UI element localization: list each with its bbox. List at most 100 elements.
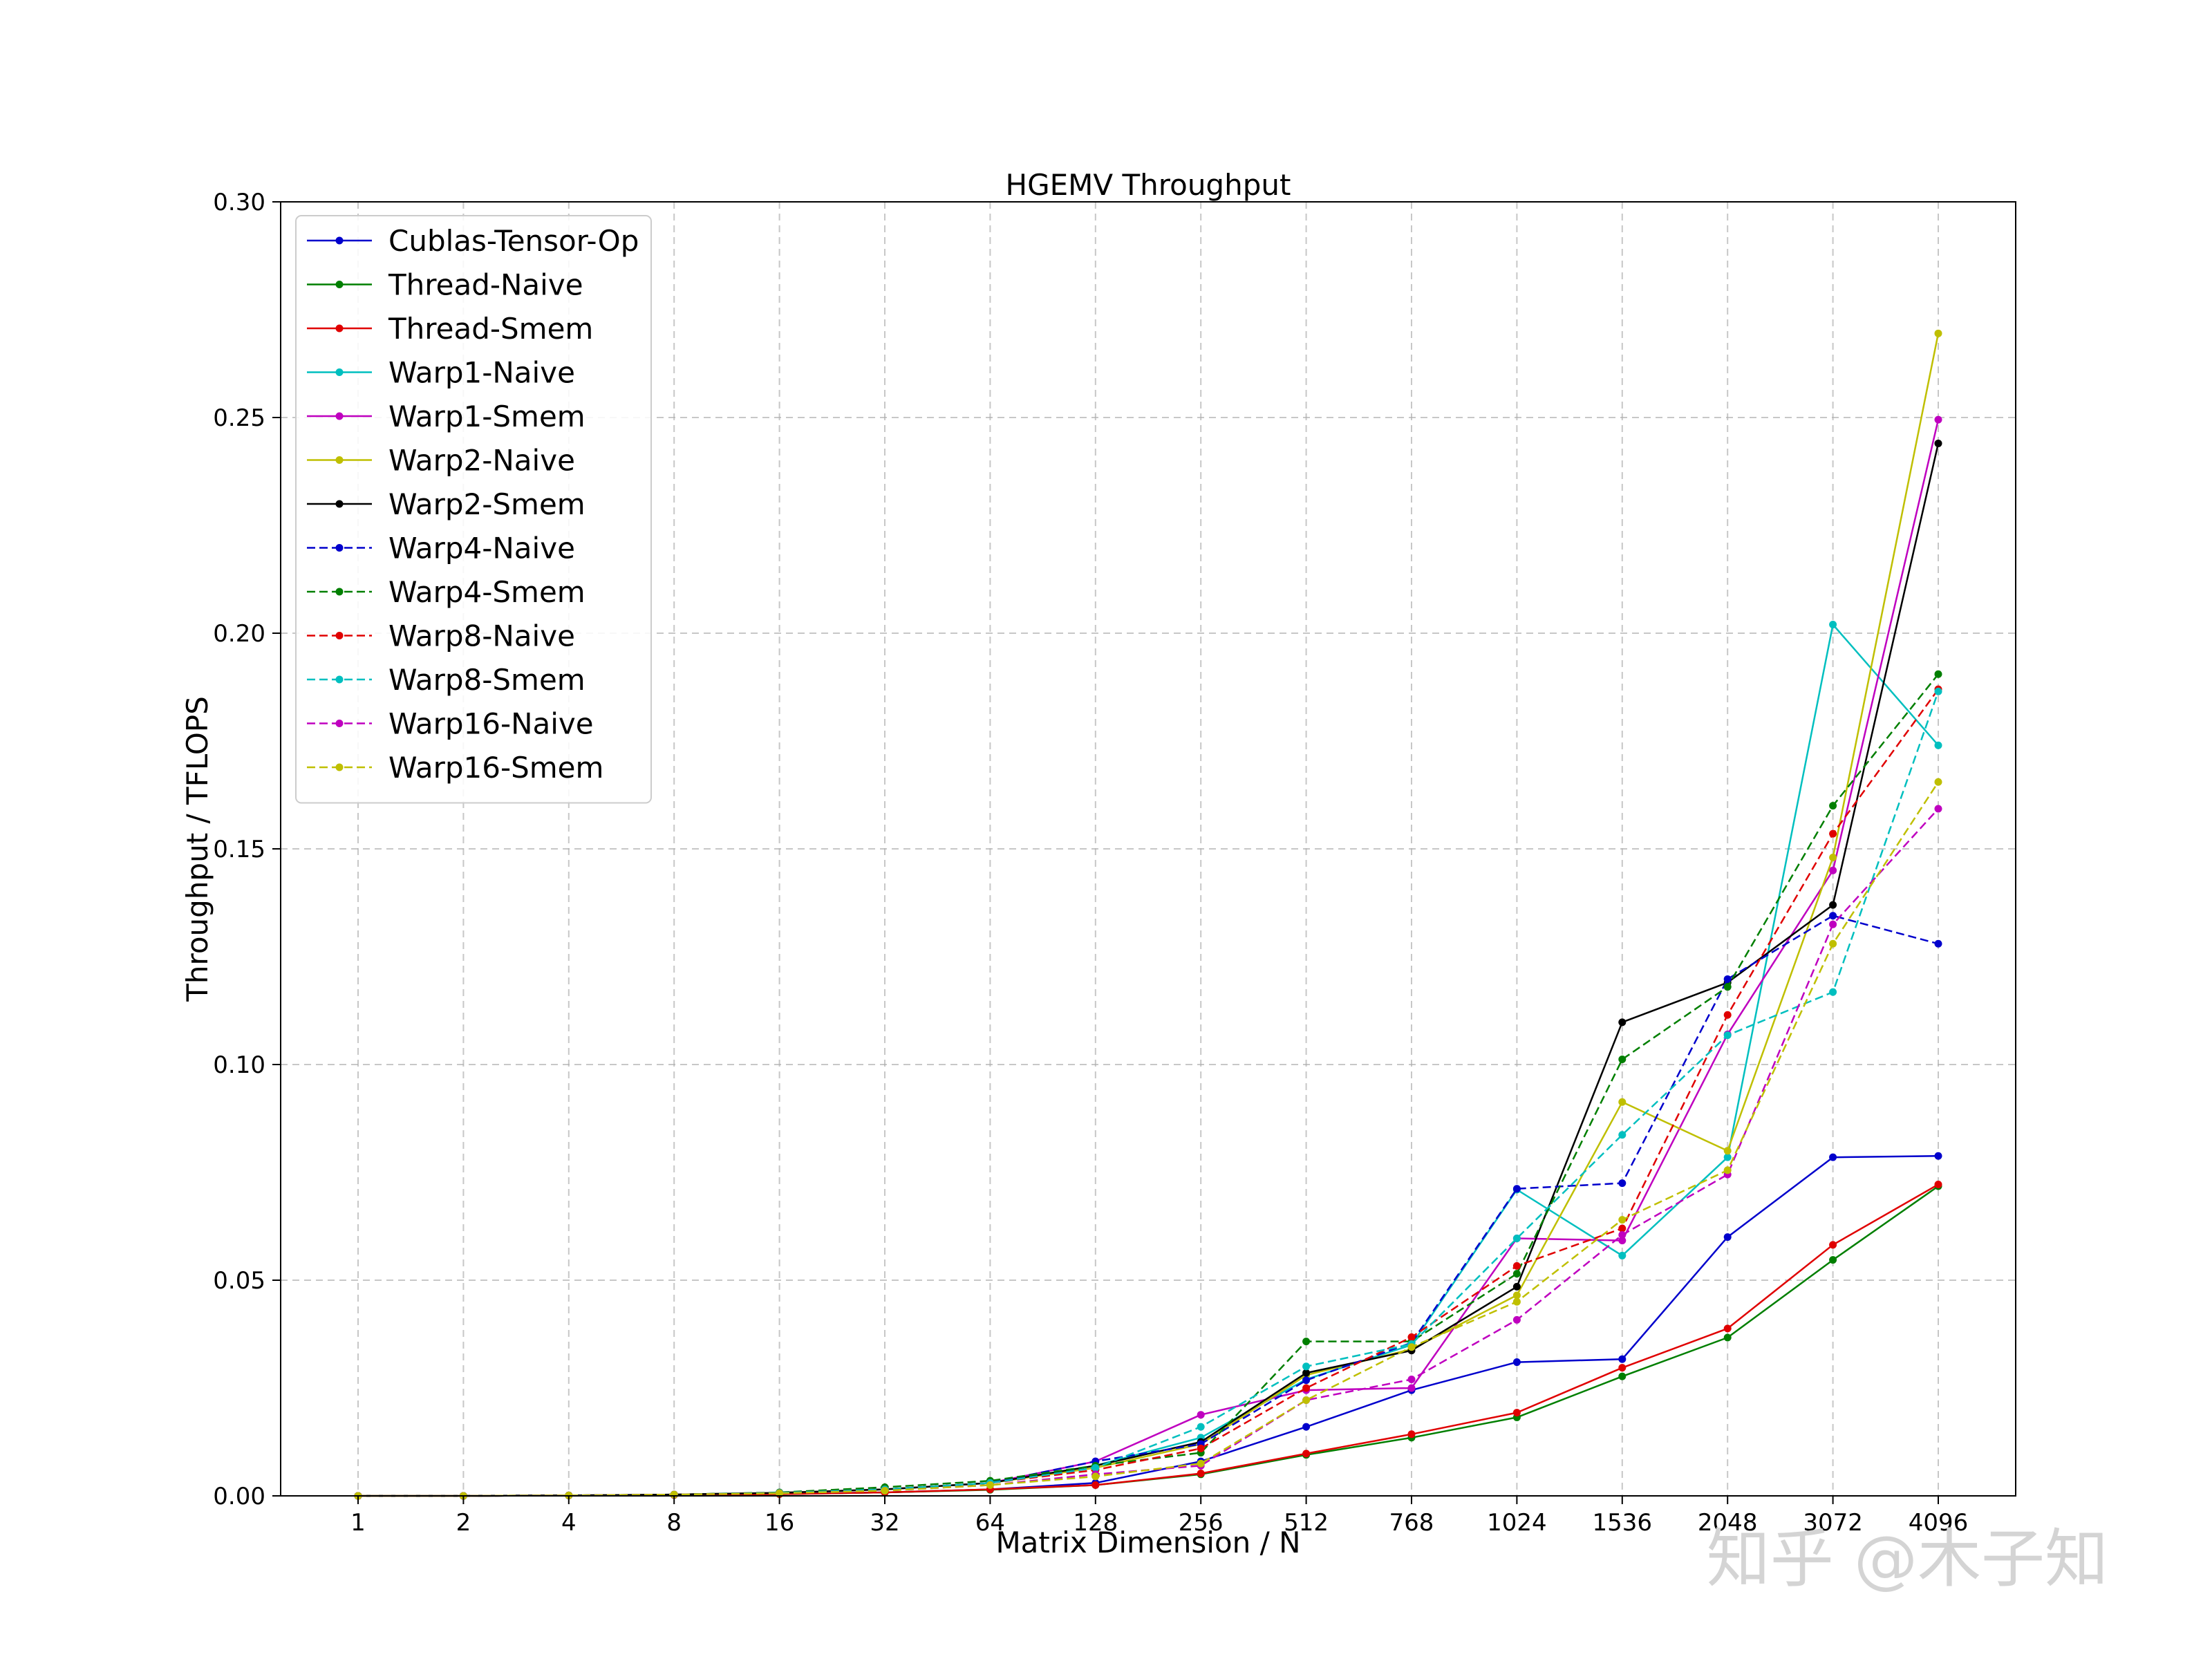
legend-label: Warp4-Smem — [388, 575, 585, 609]
legend: Cublas-Tensor-Op Thread-Naive Thread-Smem W… — [295, 215, 652, 804]
series-warp8-naive — [354, 685, 1942, 1500]
x-tick-label: 2048 — [1698, 1509, 1758, 1537]
data-point — [1934, 778, 1942, 786]
y-tick-label: 0.05 — [213, 1267, 265, 1295]
data-point — [1934, 741, 1942, 749]
data-point — [1618, 1216, 1627, 1224]
data-point — [1512, 1234, 1521, 1242]
data-point — [1829, 920, 1837, 928]
data-point — [1618, 1224, 1627, 1232]
data-point — [1829, 901, 1837, 909]
x-tick-label: 4096 — [1909, 1509, 1969, 1537]
data-point — [1829, 853, 1837, 861]
data-point — [1723, 975, 1732, 983]
data-point — [1302, 1369, 1311, 1377]
legend-entry: Warp2-Smem — [307, 487, 585, 521]
legend-marker — [335, 456, 344, 464]
legend-entry: Warp8-Naive — [307, 619, 575, 653]
legend-marker — [335, 588, 344, 596]
legend-entry: Warp16-Naive — [307, 707, 594, 741]
legend-marker — [335, 500, 344, 508]
legend-marker — [335, 236, 344, 245]
legend-marker — [335, 675, 344, 684]
series-line — [358, 808, 1939, 1497]
data-point — [1091, 1481, 1100, 1489]
x-tick-label: 16 — [765, 1509, 794, 1537]
x-tick-label: 1024 — [1487, 1509, 1547, 1537]
legend-entry: Warp4-Smem — [307, 575, 585, 609]
legend-label: Warp8-Smem — [388, 663, 585, 697]
data-point — [1934, 329, 1942, 337]
data-point — [1197, 1459, 1205, 1468]
y-axis-label: Throughput / TFLOPS — [180, 696, 214, 1002]
data-point — [1512, 1409, 1521, 1417]
data-point — [1618, 1098, 1627, 1106]
data-point — [1723, 1233, 1732, 1241]
data-point — [1829, 939, 1837, 948]
legend-label: Thread-Naive — [388, 268, 583, 302]
data-point — [1512, 1358, 1521, 1367]
data-point — [1934, 415, 1942, 424]
series-warp16-naive — [354, 805, 1942, 1500]
x-tick-label: 128 — [1073, 1509, 1118, 1537]
data-point — [1512, 1270, 1521, 1278]
data-point — [1197, 1423, 1205, 1431]
data-point — [1829, 830, 1837, 838]
series-line — [358, 688, 1940, 1497]
data-point — [1829, 1256, 1837, 1264]
data-point — [1407, 1333, 1416, 1341]
legend-entry: Warp1-Naive — [307, 356, 575, 390]
data-point — [1302, 1338, 1311, 1346]
data-point — [1302, 1384, 1311, 1392]
data-point — [1618, 1251, 1627, 1259]
data-point — [1723, 1333, 1732, 1342]
data-point — [1723, 1011, 1732, 1019]
legend-entry: Thread-Smem — [307, 312, 593, 346]
y-tick-label: 0.30 — [213, 189, 265, 216]
tick-layer: 1 2 4 8 16 32 64 128 256 512 768 1024 1536 2048 3072 40… — [213, 189, 1968, 1537]
legend-entry: Cublas-Tensor-Op — [307, 224, 639, 258]
series-warp8-smem — [354, 687, 1942, 1500]
data-point — [1302, 1423, 1311, 1431]
data-point — [1618, 1364, 1627, 1372]
data-point — [1197, 1470, 1205, 1478]
legend-label: Thread-Smem — [388, 312, 593, 346]
data-point — [1829, 988, 1837, 996]
data-point — [1934, 939, 1942, 948]
data-point — [1407, 1384, 1416, 1392]
data-point — [1512, 1315, 1521, 1324]
series-warp4-naive — [354, 912, 1942, 1500]
x-tick-label: 32 — [870, 1509, 899, 1537]
series-line — [358, 1185, 1939, 1497]
data-point — [1302, 1362, 1311, 1371]
data-point — [1829, 621, 1837, 629]
data-point — [881, 1487, 889, 1495]
data-point — [1829, 1153, 1837, 1161]
legend-label: Warp8-Naive — [388, 619, 575, 653]
data-point — [1934, 1152, 1942, 1160]
data-point — [1091, 1463, 1100, 1472]
legend-marker — [335, 763, 344, 771]
y-tick-label: 0.00 — [213, 1483, 265, 1510]
data-point — [1618, 1018, 1627, 1027]
data-point — [1618, 1372, 1627, 1380]
data-point — [1723, 1166, 1732, 1174]
legend-marker — [335, 544, 344, 552]
legend-marker — [335, 632, 344, 639]
x-tick-label: 512 — [1284, 1509, 1329, 1537]
legend-label: Warp1-Naive — [388, 356, 575, 390]
data-point — [1618, 1237, 1627, 1245]
x-tick-label: 2 — [456, 1509, 471, 1537]
data-point — [1829, 912, 1837, 920]
series-line — [358, 1183, 1939, 1497]
data-point — [1091, 1472, 1100, 1481]
x-tick-label: 8 — [666, 1509, 682, 1537]
y-tick-label: 0.10 — [213, 1051, 265, 1079]
legend-entry: Warp16-Smem — [307, 751, 603, 785]
data-point — [1302, 1450, 1311, 1458]
data-point — [1197, 1444, 1205, 1452]
legend-label: Cublas-Tensor-Op — [388, 224, 639, 258]
data-point — [1723, 1031, 1732, 1040]
data-point — [1723, 1147, 1732, 1155]
